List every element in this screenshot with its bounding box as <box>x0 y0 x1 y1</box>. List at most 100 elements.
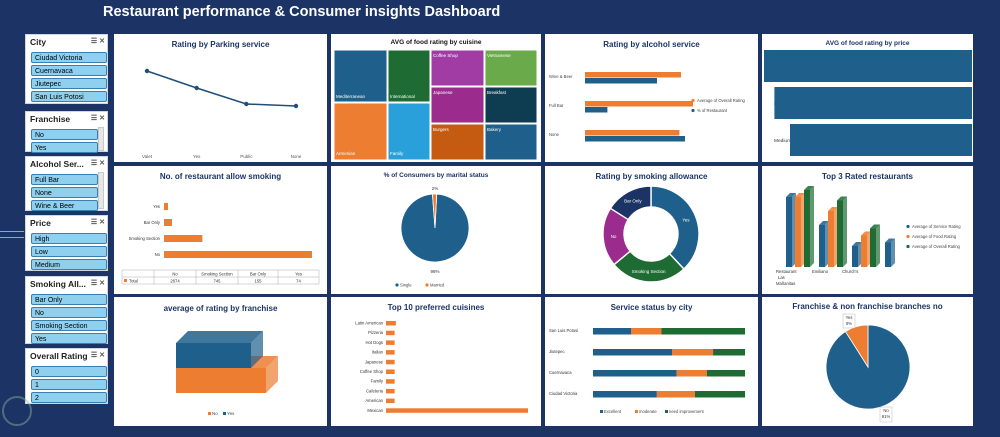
legend-marker <box>906 244 910 249</box>
data-label: 91% <box>882 414 891 419</box>
parking-line-chart: Valet Yes Public None <box>142 68 302 159</box>
x-tick-label: Valet <box>142 154 153 159</box>
top3-bar-front <box>786 197 792 267</box>
slicer-item[interactable]: Low <box>31 246 107 257</box>
slicer-item[interactable]: 2 <box>31 392 107 403</box>
slicer-item[interactable]: High <box>31 233 107 244</box>
slicer-item[interactable]: 0 <box>31 366 107 377</box>
y-tick-label: Smoking Section <box>129 236 161 241</box>
y-tick-label: Latin American <box>355 321 383 326</box>
slicer-item[interactable]: San Luis Potosi <box>31 91 107 102</box>
smoking-rating-donut-chart: Yes Smoking Section No Bar Only <box>602 185 700 283</box>
y-tick-label: San Luis Potosi <box>549 328 578 333</box>
y-tick-label: Medium <box>774 138 791 144</box>
top3-bar-side <box>891 238 895 267</box>
slicer-item[interactable]: None <box>31 187 98 198</box>
x-tick-label: Restaurant <box>776 269 797 274</box>
y-tick-label: Jiutepec <box>549 349 565 354</box>
filter-clear-icon[interactable]: ☰ ✕ <box>90 159 105 167</box>
table-legend-marker <box>124 279 127 282</box>
card-smoking-rating: Rating by smoking allowance Yes Smoking S… <box>545 166 758 294</box>
parking-point <box>194 85 199 91</box>
treemap-tile <box>430 123 485 161</box>
slicer-title: Price ☰ ✕ <box>30 218 105 228</box>
table-header: Smoking Section <box>201 272 233 277</box>
franchise-bar-side <box>251 331 263 368</box>
y-tick-label: None <box>549 132 560 137</box>
slicer-item[interactable]: Cuernavaca <box>31 65 107 76</box>
alcohol-bar <box>585 107 608 113</box>
top3-bar-front <box>861 235 867 267</box>
cuisine-bar <box>386 408 528 413</box>
chart-title: Franchise & non franchise branches no <box>792 302 943 311</box>
y-tick-label: Yes <box>153 204 160 209</box>
price-bar-chart: LowHighMedium <box>764 50 972 156</box>
treemap-label: Japanese <box>433 90 453 95</box>
card-alcohol-rating: Rating by alcohol service Wine & Beer Ful… <box>545 34 758 162</box>
y-tick-label: Mexican <box>367 408 383 413</box>
alcohol-bar <box>585 130 680 136</box>
slicer-item[interactable]: Full Bar <box>31 174 98 185</box>
y-tick-label: Wine & Beer <box>549 74 573 79</box>
legend-label: Average of Food Rating <box>912 234 957 239</box>
slicer-item[interactable]: Yes <box>31 142 98 153</box>
y-tick-label: Italian <box>372 350 384 355</box>
slicer-item[interactable]: Ciudad Victoria <box>31 52 107 63</box>
top3-bar-front <box>852 246 858 267</box>
legend-label: moderate <box>639 409 657 414</box>
watermark-logo-icon <box>2 396 32 426</box>
data-label: 9% <box>846 321 852 326</box>
slicer-item[interactable]: 1 <box>31 379 107 390</box>
chart-title: Rating by smoking allowance <box>595 172 708 181</box>
chart-title: Rating by Parking service <box>171 40 270 49</box>
donut-label: Smoking Section <box>632 269 666 274</box>
filter-clear-icon[interactable]: ☰ ✕ <box>90 114 105 122</box>
donut-slice <box>609 185 652 221</box>
filter-clear-icon[interactable]: ☰ ✕ <box>90 279 105 287</box>
slicer-item[interactable]: Yes <box>31 333 107 344</box>
dashboard-title: Restaurant performance & Consumer insigh… <box>103 4 501 20</box>
slicer-scrollbar[interactable] <box>98 127 104 151</box>
smoking-bar <box>164 203 168 210</box>
slicer-item[interactable]: No <box>31 129 98 140</box>
top3-bar-top <box>852 242 862 246</box>
card-price-rating: AVG of food rating by price LowHighMediu… <box>762 34 973 162</box>
top3-bar-top <box>861 231 871 236</box>
treemap-tile <box>430 49 485 87</box>
treemap-tile <box>387 49 431 103</box>
legend-marker <box>208 412 211 415</box>
donut-label: Yes <box>682 218 690 223</box>
data-label: 2% <box>432 186 439 191</box>
slicer-item[interactable]: Wine & Beer <box>31 200 98 211</box>
slicer-title: Overall Rating ☰ ✕ <box>30 351 105 361</box>
filter-clear-icon[interactable]: ☰ ✕ <box>90 351 105 359</box>
chart-title: Service status by city <box>610 303 693 312</box>
slicer-item[interactable]: No <box>31 307 107 318</box>
y-tick-label: Coffee Shop <box>360 369 384 374</box>
cuisine-bar <box>386 388 395 394</box>
alcohol-bar <box>585 136 685 142</box>
filter-clear-icon[interactable]: ☰ ✕ <box>90 218 105 226</box>
slicer-item[interactable]: Smoking Section <box>31 320 107 331</box>
card-franchise-rating: average of rating by franchise No Yes <box>114 297 327 426</box>
cuisine-bar <box>386 321 396 326</box>
price-bar <box>774 87 972 119</box>
service-city-stacked-bar-chart: San Luis Potosi Jiutepec Cuernavaca Ciudad … <box>549 328 745 414</box>
data-label: Yes <box>846 315 853 320</box>
y-tick-label: Bar Only <box>144 220 161 225</box>
x-tick-label: Church's <box>842 269 858 274</box>
slicer-item[interactable]: Bar Only <box>31 294 107 305</box>
top3-bar-front <box>837 200 843 267</box>
slicer-item[interactable]: Jiutepec <box>31 78 107 89</box>
slicer-city: City ☰ ✕ Ciudad Victoria Cuernavaca Jiute… <box>25 34 108 104</box>
slicer-title: Alcohol Ser... ☰ ✕ <box>30 159 105 169</box>
treemap-label: Mediterranean <box>336 94 366 99</box>
slicer-scrollbar[interactable] <box>98 172 104 209</box>
parking-point <box>144 68 150 74</box>
filter-clear-icon[interactable]: ☰ ✕ <box>90 37 105 45</box>
franchise-bar-side <box>266 356 278 393</box>
card-franchise-branches: Franchise & non franchise branches no No… <box>762 297 973 426</box>
slicer-item[interactable]: Medium <box>31 259 107 270</box>
table-value: 74 <box>296 279 301 284</box>
